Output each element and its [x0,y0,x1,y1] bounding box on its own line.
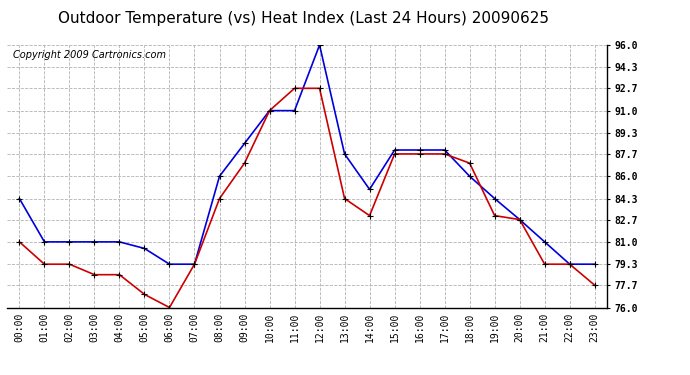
Text: Outdoor Temperature (vs) Heat Index (Last 24 Hours) 20090625: Outdoor Temperature (vs) Heat Index (Las… [58,11,549,26]
Text: Copyright 2009 Cartronics.com: Copyright 2009 Cartronics.com [13,50,166,60]
